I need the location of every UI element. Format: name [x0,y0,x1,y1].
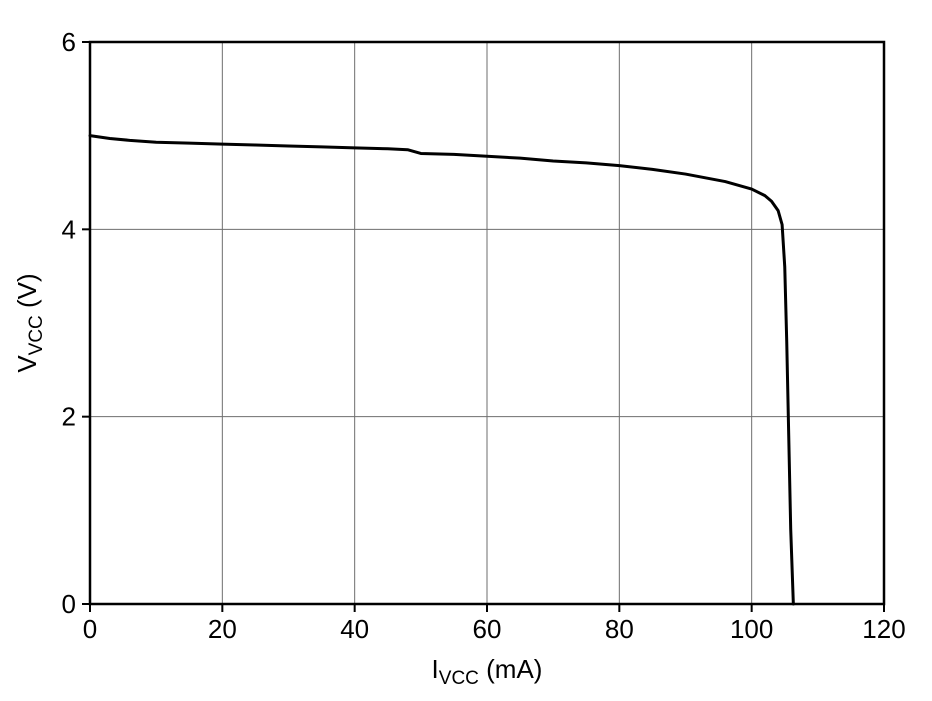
x-axis-title: IVCC (mA) [432,654,543,689]
y-tick-label: 2 [62,402,76,432]
x-tick-label: 0 [83,614,97,644]
y-tick-label: 6 [62,27,76,57]
x-tick-label: 120 [862,614,905,644]
x-tick-label: 60 [473,614,502,644]
x-tick-label: 20 [208,614,237,644]
y-tick-label: 0 [62,589,76,619]
y-axis-title: VVCC (V) [12,273,47,372]
y-tick-label: 4 [62,214,76,244]
x-tick-label: 100 [730,614,773,644]
x-tick-label: 80 [605,614,634,644]
data-line [88,134,795,606]
x-tick-label: 40 [340,614,369,644]
